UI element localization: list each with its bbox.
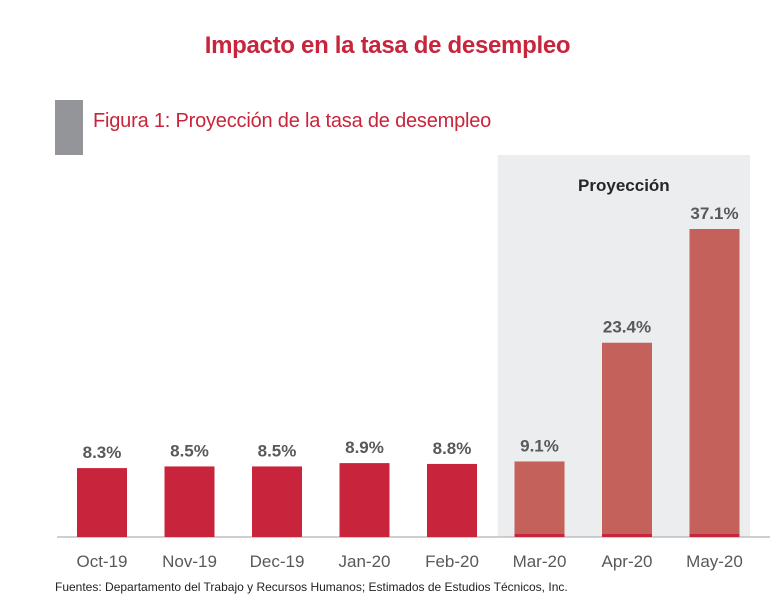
bar-may-20 xyxy=(689,229,740,537)
x-tick-label: Feb-20 xyxy=(425,552,479,571)
projection-label: Proyección xyxy=(578,176,670,195)
figure-marker xyxy=(55,100,83,155)
bar-base-apr-20 xyxy=(602,534,652,537)
source-note: Fuentes: Departamento del Trabajo y Recu… xyxy=(55,580,568,594)
x-tick-label: Jan-20 xyxy=(339,552,391,571)
figure-title: Figura 1: Proyección de la tasa de desem… xyxy=(93,110,492,132)
main-title: Impacto en la tasa de desempleo xyxy=(204,32,571,59)
bar-mar-20 xyxy=(514,461,565,537)
x-tick-label: Nov-19 xyxy=(162,552,217,571)
value-label: 23.4% xyxy=(603,318,651,337)
value-label: 37.1% xyxy=(690,204,738,223)
bar-oct-19 xyxy=(77,468,127,537)
bar-base-may-20 xyxy=(689,534,740,537)
bar-dec-19 xyxy=(252,466,302,537)
bar-base-mar-20 xyxy=(514,534,565,537)
value-label: 9.1% xyxy=(520,436,559,455)
x-tick-label: May-20 xyxy=(686,552,743,571)
x-tick-label: Oct-19 xyxy=(76,552,127,571)
bar-feb-20 xyxy=(427,463,477,537)
value-label: 8.9% xyxy=(345,438,384,457)
x-tick-label: Apr-20 xyxy=(601,552,652,571)
value-labels-layer: 8.3% 8.5% 8.5% 8.9% 8.8% 9.1% 23.4% 37.1% xyxy=(83,204,739,462)
tick-labels-layer: Oct-19 Nov-19 Dec-19 Jan-20 Feb-20 Mar-20 Apr-… xyxy=(76,552,742,571)
bar-apr-20 xyxy=(602,342,652,537)
x-tick-label: Dec-19 xyxy=(250,552,305,571)
value-label: 8.5% xyxy=(170,441,209,460)
bar-nov-19 xyxy=(164,466,215,537)
bars-layer xyxy=(57,229,770,538)
value-label: 8.3% xyxy=(83,443,122,462)
value-label: 8.8% xyxy=(433,439,472,458)
bar-jan-20 xyxy=(339,463,390,537)
value-label: 8.5% xyxy=(258,441,297,460)
x-tick-label: Mar-20 xyxy=(513,552,567,571)
